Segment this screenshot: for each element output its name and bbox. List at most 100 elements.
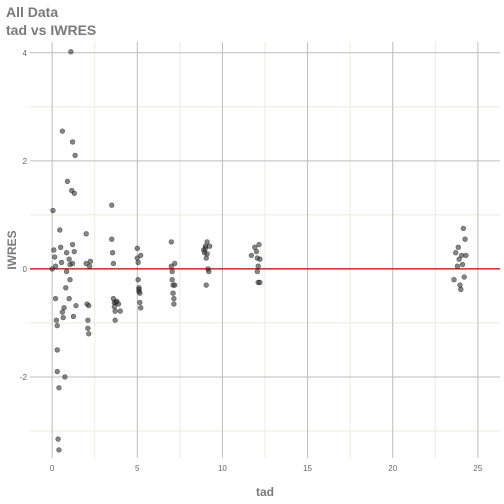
x-tick-label: 0 bbox=[50, 464, 55, 473]
data-point bbox=[64, 178, 71, 185]
data-point bbox=[171, 295, 177, 302]
data-point bbox=[451, 277, 457, 283]
data-point bbox=[56, 447, 62, 453]
data-point bbox=[256, 241, 262, 248]
data-point bbox=[69, 139, 76, 145]
data-point bbox=[134, 245, 140, 252]
data-point bbox=[86, 331, 92, 337]
y-tick-label: 0 bbox=[23, 265, 28, 274]
data-point bbox=[73, 302, 79, 309]
data-point bbox=[135, 259, 141, 266]
data-point bbox=[57, 244, 64, 250]
data-point bbox=[61, 305, 67, 311]
data-point bbox=[109, 202, 115, 208]
data-point bbox=[137, 299, 143, 306]
data-point bbox=[63, 250, 70, 256]
data-point bbox=[71, 248, 77, 255]
x-axis-ticks: 0 5 10 15 20 25 bbox=[50, 464, 483, 473]
data-point bbox=[459, 261, 466, 268]
data-point bbox=[72, 152, 78, 159]
data-point bbox=[62, 374, 68, 380]
data-point bbox=[462, 236, 468, 242]
y-tick-label: -2 bbox=[20, 373, 28, 382]
data-point bbox=[66, 295, 72, 302]
data-point bbox=[206, 268, 212, 275]
data-point bbox=[54, 322, 60, 329]
data-point bbox=[115, 301, 122, 307]
data-point bbox=[254, 268, 261, 275]
data-point bbox=[53, 317, 60, 323]
data-point bbox=[60, 314, 66, 321]
data-point bbox=[137, 252, 144, 259]
chart-title: All Data bbox=[6, 4, 59, 20]
data-point bbox=[203, 255, 209, 261]
x-tick-label: 25 bbox=[473, 464, 482, 473]
data-point bbox=[461, 274, 467, 280]
data-point bbox=[248, 252, 255, 259]
data-point bbox=[57, 227, 63, 233]
data-point bbox=[54, 347, 60, 353]
data-point bbox=[83, 231, 89, 237]
data-point bbox=[169, 268, 175, 275]
data-point bbox=[453, 250, 459, 256]
data-point bbox=[54, 368, 60, 375]
data-point bbox=[86, 302, 92, 309]
data-point bbox=[71, 190, 77, 196]
data-point bbox=[66, 256, 72, 262]
data-point bbox=[457, 282, 463, 288]
data-point bbox=[68, 49, 74, 55]
y-axis-title: IWRES bbox=[5, 230, 19, 269]
data-point bbox=[257, 256, 263, 262]
x-axis-title: tad bbox=[256, 485, 274, 499]
data-point bbox=[255, 263, 261, 269]
data-point bbox=[87, 258, 94, 265]
data-point bbox=[85, 317, 91, 323]
data-point bbox=[170, 290, 176, 296]
data-point bbox=[86, 263, 93, 269]
data-point bbox=[202, 245, 209, 252]
data-point bbox=[51, 254, 58, 260]
data-point bbox=[112, 317, 118, 323]
data-point bbox=[50, 207, 56, 214]
data-point bbox=[117, 308, 123, 314]
x-tick-label: 15 bbox=[303, 464, 312, 473]
data-point bbox=[69, 241, 76, 248]
y-tick-label: 4 bbox=[23, 49, 28, 58]
y-tick-label: 2 bbox=[23, 157, 28, 166]
data-point bbox=[52, 263, 59, 269]
data-point bbox=[169, 277, 175, 283]
data-point bbox=[85, 325, 91, 332]
data-point bbox=[172, 260, 178, 267]
data-point bbox=[172, 282, 178, 288]
data-point bbox=[59, 128, 66, 134]
data-point bbox=[109, 236, 115, 242]
data-point bbox=[463, 252, 469, 259]
data-point bbox=[70, 313, 77, 320]
data-point bbox=[55, 436, 61, 442]
data-point bbox=[137, 290, 143, 296]
data-point bbox=[203, 282, 209, 288]
y-axis-ticks: -2 0 2 4 bbox=[20, 49, 28, 382]
x-tick-label: 10 bbox=[218, 464, 227, 473]
data-point bbox=[109, 250, 116, 256]
x-tick-label: 5 bbox=[135, 464, 140, 473]
data-point bbox=[110, 260, 117, 267]
data-point bbox=[454, 263, 461, 269]
data-point bbox=[171, 301, 177, 307]
data-point bbox=[56, 385, 62, 391]
data-point bbox=[67, 277, 73, 283]
data-point bbox=[137, 305, 144, 311]
data-point bbox=[52, 295, 59, 302]
chart-subtitle: tad vs IWRES bbox=[6, 22, 97, 38]
data-point bbox=[257, 279, 263, 286]
data-point bbox=[455, 244, 461, 250]
data-point bbox=[63, 268, 70, 275]
data-point bbox=[458, 286, 464, 293]
data-point bbox=[204, 239, 210, 245]
data-point bbox=[206, 243, 213, 249]
data-point bbox=[253, 248, 260, 255]
data-point bbox=[58, 259, 65, 266]
data-points bbox=[49, 49, 469, 453]
data-point bbox=[460, 225, 467, 232]
